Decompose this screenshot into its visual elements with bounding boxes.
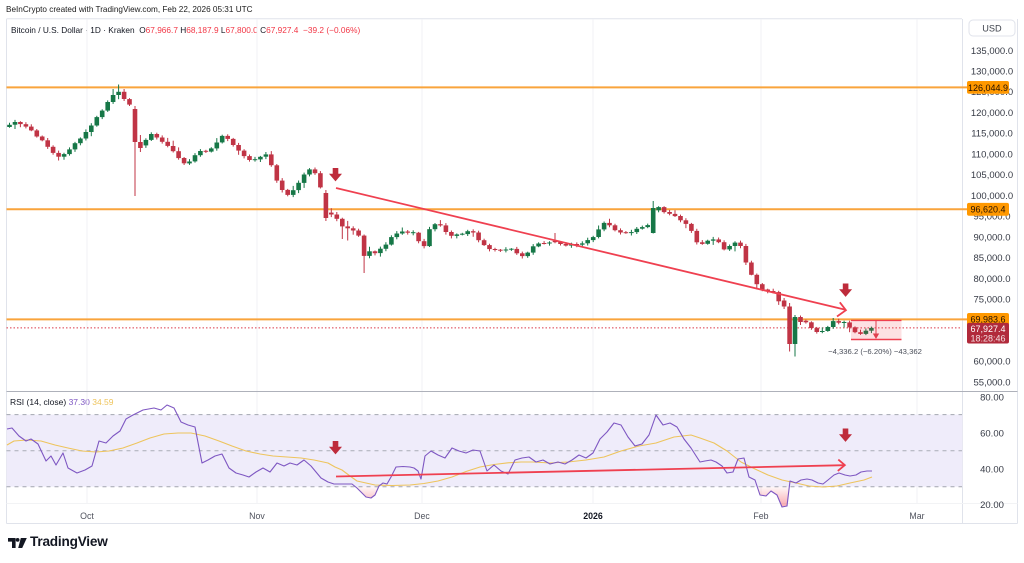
- svg-text:67,927.4: 67,927.4: [970, 324, 1005, 334]
- svg-text:95,000.0: 95,000.0: [974, 212, 1011, 223]
- svg-text:85,000.0: 85,000.0: [974, 253, 1011, 264]
- svg-text:115,000.0: 115,000.0: [971, 129, 1013, 140]
- svg-text:80,000.0: 80,000.0: [974, 274, 1011, 285]
- svg-text:69,983.6: 69,983.6: [970, 315, 1005, 325]
- svg-text:Oct: Oct: [80, 511, 94, 521]
- svg-text:55,000.0: 55,000.0: [974, 377, 1011, 388]
- svg-text:75,000.0: 75,000.0: [974, 295, 1011, 306]
- svg-text:USD: USD: [982, 24, 1002, 34]
- svg-text:Mar: Mar: [909, 511, 924, 521]
- svg-text:Dec: Dec: [414, 511, 430, 521]
- svg-text:2026: 2026: [583, 511, 603, 521]
- svg-text:80.00: 80.00: [980, 393, 1004, 404]
- svg-text:120,000.0: 120,000.0: [971, 108, 1013, 119]
- svg-text:126,044.9: 126,044.9: [968, 83, 1008, 93]
- svg-text:135,000.0: 135,000.0: [971, 46, 1013, 57]
- svg-text:60,000.0: 60,000.0: [974, 357, 1011, 368]
- svg-text:110,000.0: 110,000.0: [971, 149, 1013, 160]
- svg-text:100,000.0: 100,000.0: [971, 191, 1013, 202]
- svg-text:Nov: Nov: [249, 511, 265, 521]
- svg-text:130,000.0: 130,000.0: [971, 67, 1013, 78]
- svg-text:−4,336.2 (−6.20%) −43,362: −4,336.2 (−6.20%) −43,362: [828, 347, 922, 356]
- svg-text:105,000.0: 105,000.0: [971, 170, 1013, 181]
- svg-text:Feb: Feb: [753, 511, 768, 521]
- svg-text:90,000.0: 90,000.0: [974, 232, 1011, 243]
- svg-text:18:28:46: 18:28:46: [970, 334, 1005, 344]
- svg-text:96,620.4: 96,620.4: [970, 205, 1005, 215]
- svg-text:20.00: 20.00: [980, 500, 1004, 511]
- svg-text:40.00: 40.00: [980, 464, 1004, 475]
- svg-text:60.00: 60.00: [980, 428, 1004, 439]
